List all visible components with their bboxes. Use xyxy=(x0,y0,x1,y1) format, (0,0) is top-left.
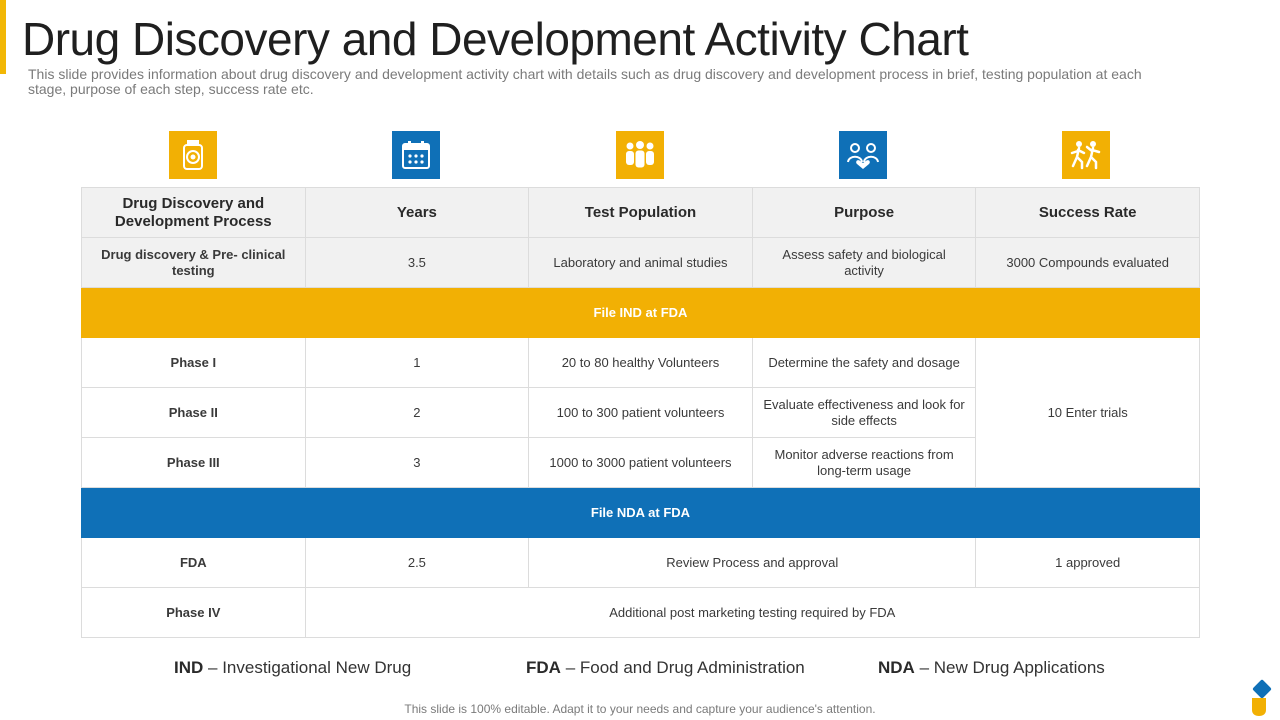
legend-fda-abbr: FDA xyxy=(526,658,561,677)
table-row: Phase II 2 100 to 300 patient volunteers… xyxy=(81,387,1200,438)
legend-nda-text: – New Drug Applications xyxy=(919,658,1105,677)
running-people-icon xyxy=(1062,131,1110,179)
purpose-cell: Assess safety and biological activity xyxy=(751,237,977,288)
years-cell: 2.5 xyxy=(304,537,530,588)
population-cell: Laboratory and animal studies xyxy=(528,237,753,288)
population-cell: 20 to 80 healthy Volunteers xyxy=(528,337,753,388)
population-cell: 1000 to 3000 patient volunteers xyxy=(528,437,753,488)
column-icons xyxy=(81,131,1199,179)
legend-fda: FDA – Food and Drug Administration xyxy=(526,658,805,678)
table-row: Drug discovery & Pre- clinical testing 3… xyxy=(81,237,1200,288)
header-success-rate: Success Rate xyxy=(975,187,1200,238)
stage-cell: Phase III xyxy=(81,437,306,488)
purpose-cell: Monitor adverse reactions from long-term… xyxy=(751,437,977,488)
years-cell: 3 xyxy=(304,437,530,488)
header-years: Years xyxy=(304,187,530,238)
table-row: Phase IV Additional post marketing testi… xyxy=(81,587,1200,638)
header-test-population: Test Population xyxy=(528,187,753,238)
success-cell: 1 approved xyxy=(975,537,1200,588)
trials-success-cell: 10 Enter trials xyxy=(975,337,1200,488)
header-row: Drug Discovery and Development Process Y… xyxy=(81,187,1200,238)
stage-cell: Phase IV xyxy=(81,587,306,638)
page-title: Drug Discovery and Development Activity … xyxy=(22,13,969,65)
people-group-icon xyxy=(616,131,664,179)
table-row: Phase III 3 1000 to 3000 patient volunte… xyxy=(81,437,1200,488)
years-cell: 1 xyxy=(304,337,530,388)
calendar-icon xyxy=(392,131,440,179)
legend-fda-text: – Food and Drug Administration xyxy=(565,658,805,677)
legend-ind: IND – Investigational New Drug xyxy=(174,658,411,678)
nda-band-label: File NDA at FDA xyxy=(81,487,1200,538)
team-heart-icon xyxy=(839,131,887,179)
header-purpose: Purpose xyxy=(751,187,977,238)
ind-band-row: File IND at FDA xyxy=(81,287,1200,338)
header-process: Drug Discovery and Development Process xyxy=(81,187,306,238)
purpose-cell: Review Process and approval xyxy=(528,537,977,588)
capsule-bottle-icon xyxy=(169,131,217,179)
page-subtitle: This slide provides information about dr… xyxy=(28,66,1142,97)
purpose-cell: Evaluate effectiveness and look for side… xyxy=(751,387,977,438)
table-row: FDA 2.5 Review Process and approval 1 ap… xyxy=(81,537,1200,588)
table-row: Phase I 1 20 to 80 healthy Volunteers De… xyxy=(81,337,1200,488)
title-accent-bar xyxy=(0,0,6,74)
stage-cell: Phase II xyxy=(81,387,306,438)
years-cell: 2 xyxy=(304,387,530,438)
success-cell: 3000 Compounds evaluated xyxy=(975,237,1200,288)
legend-ind-text: – Investigational New Drug xyxy=(208,658,412,677)
phase-iv-note-cell: Additional post marketing testing requir… xyxy=(304,587,1200,638)
years-cell: 3.5 xyxy=(304,237,530,288)
footer-note: This slide is 100% editable. Adapt it to… xyxy=(404,702,876,716)
activity-table: Drug Discovery and Development Process Y… xyxy=(81,187,1200,638)
ind-band-label: File IND at FDA xyxy=(81,287,1200,338)
legend-nda: NDA – New Drug Applications xyxy=(878,658,1105,678)
population-cell: 100 to 300 patient volunteers xyxy=(528,387,753,438)
stage-cell: Phase I xyxy=(81,337,306,388)
legend-ind-abbr: IND xyxy=(174,658,204,677)
nda-band-row: File NDA at FDA xyxy=(81,487,1200,538)
stage-cell: Drug discovery & Pre- clinical testing xyxy=(81,237,306,288)
stage-cell: FDA xyxy=(81,537,306,588)
purpose-cell: Determine the safety and dosage xyxy=(751,337,977,388)
legend-nda-abbr: NDA xyxy=(878,658,915,677)
brand-logo-icon xyxy=(1252,679,1272,716)
